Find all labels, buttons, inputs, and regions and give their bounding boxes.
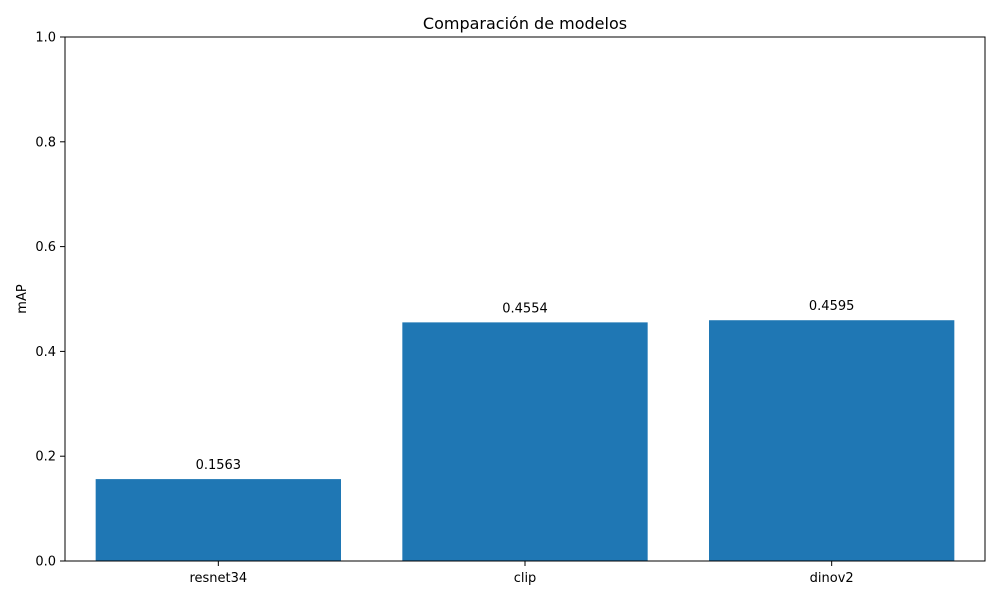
y-tick-label: 0.8 — [35, 135, 56, 150]
data-label-dinov2: 0.4595 — [809, 299, 855, 314]
y-tick-label: 0.4 — [35, 345, 56, 360]
x-tick-label-clip: clip — [514, 571, 537, 586]
y-ticks-layer: 0.0 0.2 0.4 0.6 0.8 1.0 — [35, 31, 65, 570]
data-label-clip: 0.4554 — [502, 301, 548, 316]
bar-dinov2 — [709, 320, 955, 561]
x-tick-label-resnet34: resnet34 — [189, 571, 247, 586]
x-ticks-layer: resnet34 clip dinov2 — [189, 561, 854, 586]
data-labels-layer: 0.1563 0.4554 0.4595 — [196, 299, 855, 473]
y-axis-label: mAP — [15, 284, 30, 314]
x-tick-label-dinov2: dinov2 — [810, 571, 854, 586]
y-tick-label: 0.6 — [35, 240, 56, 255]
y-tick-label: 0.0 — [35, 555, 56, 570]
data-label-resnet34: 0.1563 — [196, 458, 242, 473]
plot-frame — [64, 36, 986, 562]
chart-title: Comparación de modelos — [423, 14, 627, 33]
bar-clip — [402, 322, 648, 561]
bar-resnet34 — [95, 479, 342, 561]
bars-layer — [95, 320, 955, 561]
y-tick-label: 1.0 — [35, 31, 56, 46]
y-tick-label: 0.2 — [35, 450, 56, 465]
